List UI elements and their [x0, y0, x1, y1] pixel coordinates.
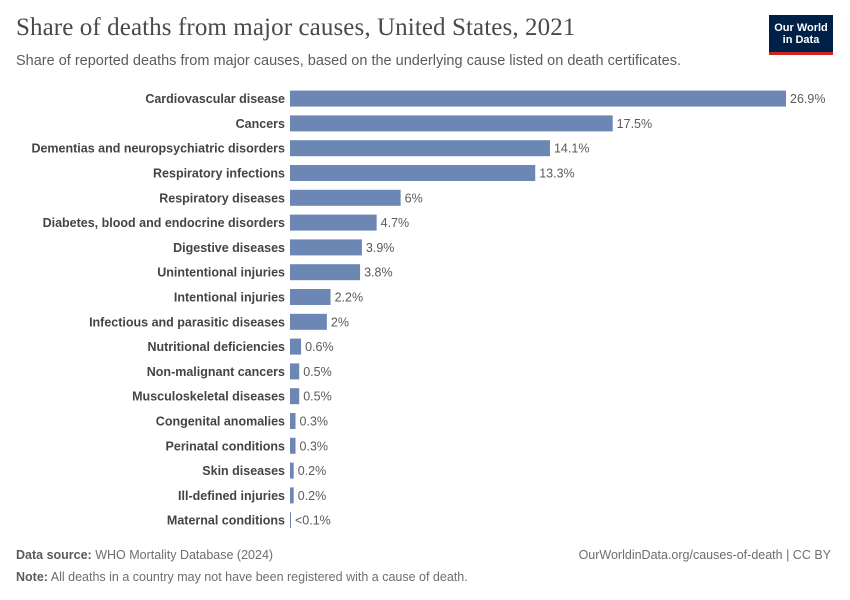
- bar[interactable]: [290, 437, 296, 454]
- note-label: Note:: [16, 570, 48, 584]
- bar[interactable]: [290, 512, 291, 529]
- category-label: Maternal conditions: [167, 514, 285, 528]
- bar[interactable]: [290, 214, 377, 231]
- value-label: 13.3%: [539, 167, 574, 181]
- value-label: 14.1%: [554, 142, 589, 156]
- bar[interactable]: [290, 239, 362, 256]
- bar[interactable]: [290, 487, 294, 504]
- chart-title: Share of deaths from major causes, Unite…: [16, 14, 576, 41]
- category-label: Skin diseases: [202, 464, 285, 478]
- owid-logo[interactable]: Our World in Data: [769, 15, 833, 55]
- category-label: Cancers: [236, 117, 285, 131]
- value-label: 0.2%: [298, 464, 327, 478]
- value-label: 6%: [405, 191, 423, 205]
- footer-source: Data source: WHO Mortality Database (202…: [16, 548, 273, 562]
- value-label: 0.3%: [300, 439, 329, 453]
- value-label: 26.9%: [790, 92, 825, 106]
- bar[interactable]: [290, 264, 361, 281]
- footer-license-link[interactable]: OurWorldinData.org/causes-of-death | CC …: [578, 548, 831, 562]
- value-label: 2.2%: [335, 291, 364, 305]
- value-label: 3.9%: [366, 241, 395, 255]
- value-label: 0.6%: [305, 340, 334, 354]
- category-label: Unintentional injuries: [157, 266, 285, 280]
- category-label: Congenital anomalies: [156, 415, 285, 429]
- bar-chart: Cardiovascular disease 26.9% Cancers 17.5% D…: [31, 90, 825, 529]
- category-label: Infectious and parasitic diseases: [89, 315, 285, 329]
- bar[interactable]: [290, 338, 302, 355]
- logo-line-1: Our World: [774, 21, 828, 34]
- category-label: Respiratory diseases: [159, 191, 285, 205]
- category-label: Non-malignant cancers: [147, 365, 285, 379]
- value-label: 3.8%: [364, 266, 393, 280]
- value-label: <0.1%: [295, 514, 331, 528]
- category-label: Diabetes, blood and endocrine disorders: [43, 216, 285, 230]
- bar[interactable]: [290, 413, 296, 429]
- bar[interactable]: [290, 289, 331, 305]
- source-value[interactable]: WHO Mortality Database (2024): [95, 548, 274, 562]
- chart-subtitle: Share of reported deaths from major caus…: [16, 53, 681, 69]
- bar[interactable]: [290, 115, 613, 132]
- source-label: Data source:: [16, 548, 92, 562]
- category-label: Musculoskeletal diseases: [132, 390, 285, 404]
- value-label: 4.7%: [381, 216, 410, 230]
- value-label: 17.5%: [617, 117, 652, 131]
- category-label: Nutritional deficiencies: [147, 340, 285, 354]
- category-label: Dementias and neuropsychiatric disorders: [31, 142, 285, 156]
- bar[interactable]: [290, 189, 401, 206]
- bar[interactable]: [290, 165, 536, 181]
- category-label: Intentional injuries: [174, 291, 285, 305]
- value-label: 2%: [331, 315, 349, 329]
- bar[interactable]: [290, 462, 294, 479]
- category-label: Respiratory infections: [153, 167, 285, 181]
- note-value: All deaths in a country may not have bee…: [50, 570, 468, 584]
- value-label: 0.2%: [298, 489, 327, 503]
- category-label: Cardiovascular disease: [145, 92, 285, 106]
- logo-line-2: in Data: [782, 33, 820, 46]
- bar[interactable]: [290, 363, 300, 380]
- bar[interactable]: [290, 313, 327, 330]
- value-label: 0.5%: [303, 365, 332, 379]
- category-label: Digestive diseases: [173, 241, 285, 255]
- value-label: 0.5%: [303, 390, 332, 404]
- category-label: Perinatal conditions: [166, 439, 286, 453]
- bar[interactable]: [290, 388, 300, 405]
- footer-note: Note: All deaths in a country may not ha…: [16, 570, 468, 584]
- value-label: 0.3%: [300, 415, 329, 429]
- category-label: Ill-defined injuries: [178, 489, 285, 503]
- bar[interactable]: [290, 90, 786, 107]
- bar[interactable]: [290, 140, 550, 157]
